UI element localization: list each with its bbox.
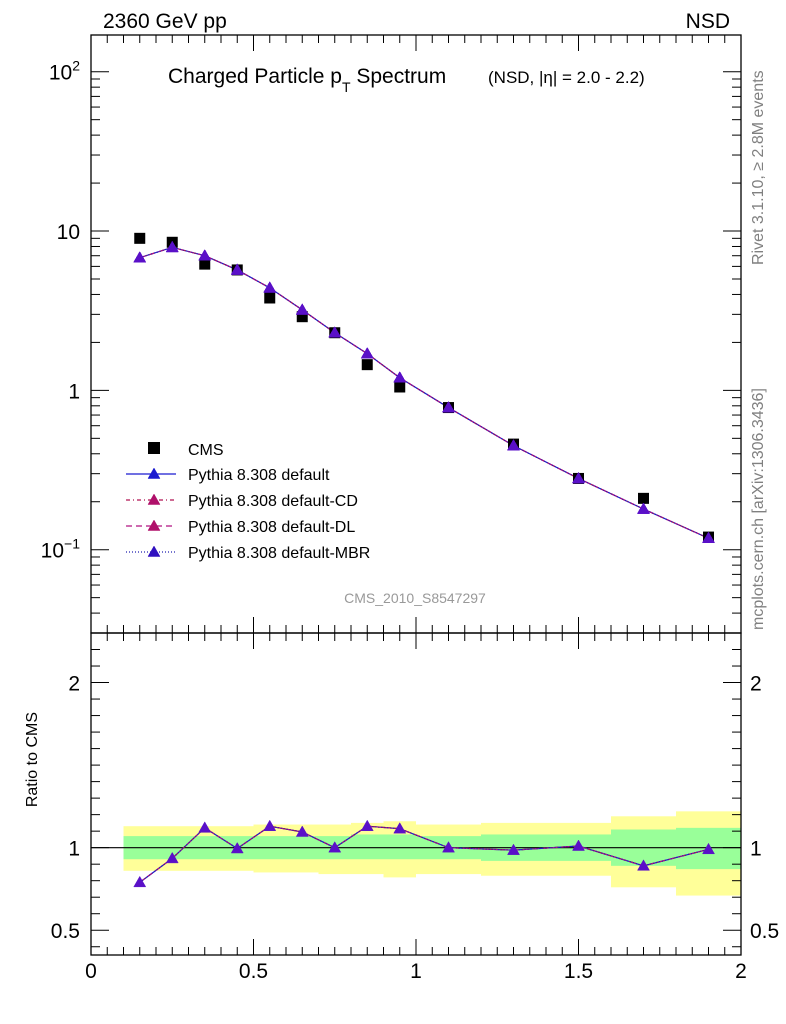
ratio-marker bbox=[198, 821, 212, 833]
ratio-marker bbox=[507, 843, 520, 855]
cms-data-point bbox=[264, 292, 276, 304]
rivet-version-label: Rivet 3.1.10, ≥ 2.8M events bbox=[750, 70, 767, 265]
legend-cms-marker bbox=[148, 442, 160, 454]
mc-marker bbox=[572, 471, 585, 484]
ratio-y-tick-label-left: 0.5 bbox=[51, 920, 80, 943]
y-tick-label: 10−1 bbox=[41, 536, 81, 563]
legend-label: Pythia 8.308 default bbox=[188, 467, 330, 484]
chart-title-subscript: T bbox=[342, 79, 351, 95]
inner-band-segment bbox=[351, 834, 384, 860]
mc-marker bbox=[263, 281, 277, 293]
legend-marker bbox=[147, 467, 161, 479]
mcplots-label: mcplots.cern.ch [arXiv:1306.3436] bbox=[750, 388, 767, 630]
mc-marker bbox=[637, 502, 650, 514]
ratio-marker bbox=[702, 842, 715, 855]
ratio-marker bbox=[442, 841, 455, 853]
energy-label: 2360 GeV pp bbox=[103, 10, 227, 33]
main-panel-marks bbox=[133, 232, 715, 543]
legend-marker bbox=[147, 493, 161, 505]
ratio-marker bbox=[572, 839, 585, 851]
legend-label: Pythia 8.308 default-CD bbox=[188, 493, 358, 510]
ratio-marker bbox=[133, 875, 147, 888]
ratio-marker bbox=[637, 859, 650, 871]
cms-data-point bbox=[134, 232, 146, 244]
mc-marker bbox=[328, 326, 342, 338]
legend-marker bbox=[147, 519, 161, 531]
cms-data-point bbox=[361, 359, 373, 371]
chart-title-rest: Spectrum bbox=[351, 65, 447, 88]
mc-marker bbox=[360, 347, 374, 359]
y-tick-label: 1 bbox=[68, 380, 80, 403]
cms-data-point bbox=[394, 381, 406, 393]
x-tick-label: 1 bbox=[410, 960, 422, 983]
cms-data-point bbox=[296, 311, 308, 323]
main-panel-frame bbox=[90, 34, 742, 634]
chart-title-detail: (NSD, |η| = 2.0 - 2.2) bbox=[488, 68, 645, 87]
ratio-marker bbox=[393, 822, 407, 834]
x-tick-label: 0 bbox=[85, 960, 97, 983]
y-tick-label: 10 bbox=[57, 221, 80, 244]
chart-title-main: Charged Particle p bbox=[168, 65, 342, 88]
cms-data-point bbox=[199, 258, 211, 270]
y-tick-label: 102 bbox=[49, 58, 80, 85]
mc-marker bbox=[393, 371, 407, 383]
cms-data-point bbox=[638, 492, 649, 504]
mc-marker bbox=[198, 249, 212, 261]
mc-marker bbox=[507, 439, 520, 451]
ratio-marker bbox=[230, 841, 244, 854]
main-panel-ticks: 102 10 1 10−1 bbox=[41, 35, 742, 634]
ratio-marker bbox=[263, 819, 277, 831]
ratio-panel-marks bbox=[133, 819, 715, 888]
mc-marker bbox=[230, 263, 244, 275]
mc-marker bbox=[133, 251, 147, 263]
legend-marker bbox=[147, 545, 161, 557]
ratio-panel-ticks: 0 0.5 1 1.5 20.5 0.51 12 2 bbox=[51, 633, 779, 983]
ratio-marker bbox=[360, 819, 374, 831]
mc-marker bbox=[165, 240, 179, 253]
ratio-panel-frame bbox=[90, 632, 742, 956]
ratio-y-tick-label-left: 2 bbox=[68, 673, 80, 696]
ratio-marker bbox=[328, 841, 342, 853]
analysis-watermark: CMS_2010_S8547297 bbox=[344, 590, 486, 606]
mc-marker bbox=[295, 303, 309, 315]
mc-series-line bbox=[139, 246, 709, 539]
legend-cms-label: CMS bbox=[188, 442, 224, 459]
x-tick-label: 0.5 bbox=[239, 960, 268, 983]
mc-marker bbox=[442, 401, 455, 413]
chart-title: Charged Particle pT Spectrum bbox=[168, 65, 446, 95]
ratio-marker bbox=[295, 825, 309, 837]
x-tick-label: 1.5 bbox=[564, 960, 593, 983]
x-tick-label: 2 bbox=[735, 960, 747, 983]
mc-marker bbox=[702, 531, 715, 543]
ratio-y-axis-label: Ratio to CMS bbox=[24, 712, 41, 807]
ratio-uncertainty-bands bbox=[91, 811, 741, 896]
legend-label: Pythia 8.308 default-MBR bbox=[188, 545, 370, 562]
process-label: NSD bbox=[686, 10, 730, 33]
inner-band-segment bbox=[383, 834, 416, 860]
legend: CMS Pythia 8.308 default Pythia 8.308 defa… bbox=[126, 442, 370, 562]
ratio-y-tick-label-left: 1 bbox=[68, 838, 80, 861]
ratio-y-tick-label-right: 2 bbox=[750, 673, 762, 696]
ratio-marker bbox=[165, 851, 179, 864]
legend-label: Pythia 8.308 default-DL bbox=[188, 519, 355, 536]
ratio-y-tick-label-right: 1 bbox=[750, 838, 762, 861]
ratio-y-tick-label-right: 0.5 bbox=[750, 920, 779, 943]
